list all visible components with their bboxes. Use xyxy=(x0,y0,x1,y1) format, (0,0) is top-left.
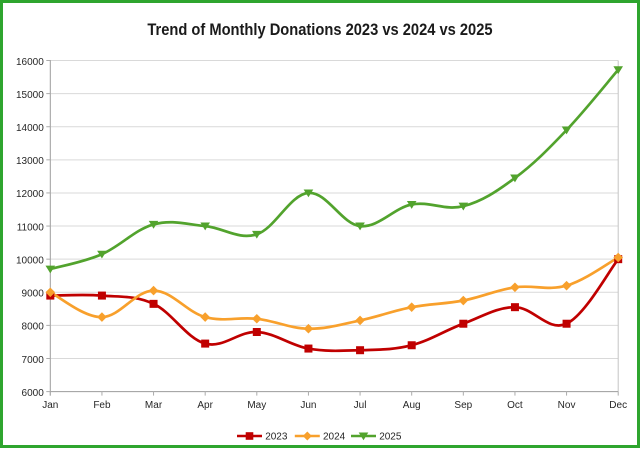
svg-text:13000: 13000 xyxy=(16,156,44,167)
svg-text:Oct: Oct xyxy=(507,400,523,411)
svg-text:Dec: Dec xyxy=(609,400,627,411)
svg-text:Apr: Apr xyxy=(197,400,213,411)
svg-text:2025: 2025 xyxy=(379,432,402,443)
svg-text:Feb: Feb xyxy=(93,400,111,411)
svg-text:12000: 12000 xyxy=(16,189,44,200)
svg-text:May: May xyxy=(247,400,266,411)
svg-text:8000: 8000 xyxy=(22,322,45,333)
svg-text:Nov: Nov xyxy=(558,400,576,411)
svg-text:16000: 16000 xyxy=(16,57,44,68)
svg-text:Mar: Mar xyxy=(145,400,163,411)
svg-text:7000: 7000 xyxy=(22,355,45,366)
svg-text:15000: 15000 xyxy=(16,90,44,101)
svg-text:14000: 14000 xyxy=(16,123,44,134)
svg-text:11000: 11000 xyxy=(17,222,45,233)
svg-text:Aug: Aug xyxy=(403,400,421,411)
svg-text:Jan: Jan xyxy=(42,400,58,411)
svg-text:9000: 9000 xyxy=(22,289,45,300)
svg-text:2023: 2023 xyxy=(265,432,288,443)
svg-text:6000: 6000 xyxy=(22,388,45,399)
svg-text:Jun: Jun xyxy=(300,400,316,411)
svg-text:Jul: Jul xyxy=(354,400,367,411)
svg-text:Sep: Sep xyxy=(454,400,472,411)
svg-text:2024: 2024 xyxy=(323,432,346,443)
svg-text:10000: 10000 xyxy=(16,255,44,266)
